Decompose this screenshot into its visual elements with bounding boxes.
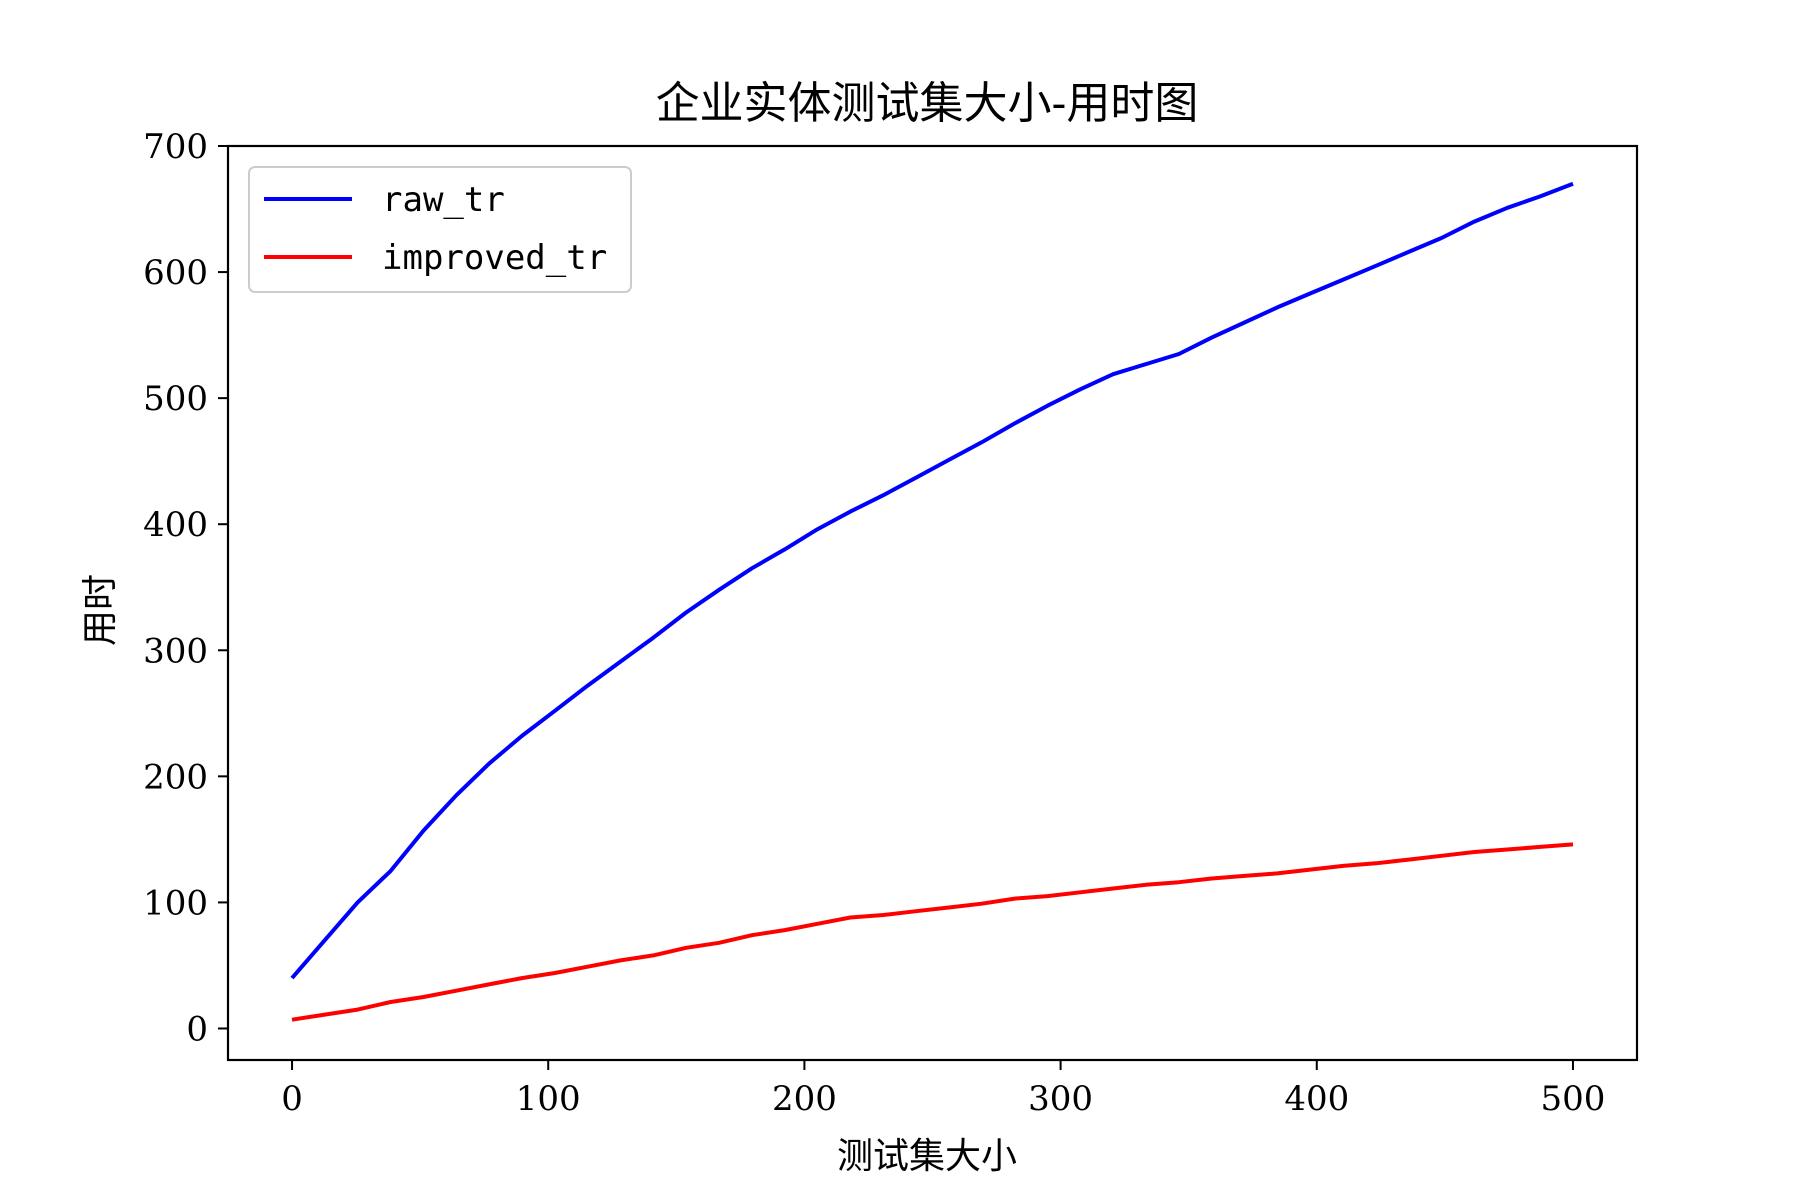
y-axis-title: 用时 xyxy=(80,574,121,646)
y-tick-label: 600 xyxy=(143,253,208,293)
axes-frame xyxy=(226,144,1639,1062)
legend: raw_tr improved_tr xyxy=(248,166,632,293)
y-tick-label: 0 xyxy=(186,1009,208,1049)
x-axis-title: 测试集大小 xyxy=(837,1136,1017,1177)
x-axis: 0 100 200 300 400 500 xyxy=(281,1060,1605,1119)
legend-label-raw_tr: raw_tr xyxy=(382,180,505,220)
series-line-improved_tr xyxy=(291,842,1574,1022)
y-axis: 0 100 200 300 400 500 600 700 xyxy=(143,127,228,1049)
y-tick-label: 100 xyxy=(143,883,208,923)
chart-title: 企业实体测试集大小-用时图 xyxy=(656,78,1199,129)
x-tick-label: 300 xyxy=(1028,1079,1093,1119)
plot-lines xyxy=(290,181,1574,1022)
series-line-raw_tr xyxy=(290,181,1574,980)
x-tick-label: 400 xyxy=(1284,1079,1349,1119)
y-tick-label: 500 xyxy=(143,379,208,419)
x-tick-label: 0 xyxy=(281,1079,303,1119)
x-tick-label: 100 xyxy=(516,1079,581,1119)
x-tick-label: 200 xyxy=(772,1079,837,1119)
x-tick-label: 500 xyxy=(1541,1079,1606,1119)
y-tick-label: 700 xyxy=(143,127,208,167)
y-tick-label: 300 xyxy=(143,631,208,671)
y-tick-label: 400 xyxy=(143,505,208,545)
y-tick-label: 200 xyxy=(143,757,208,797)
legend-label-improved_tr: improved_tr xyxy=(382,238,607,278)
